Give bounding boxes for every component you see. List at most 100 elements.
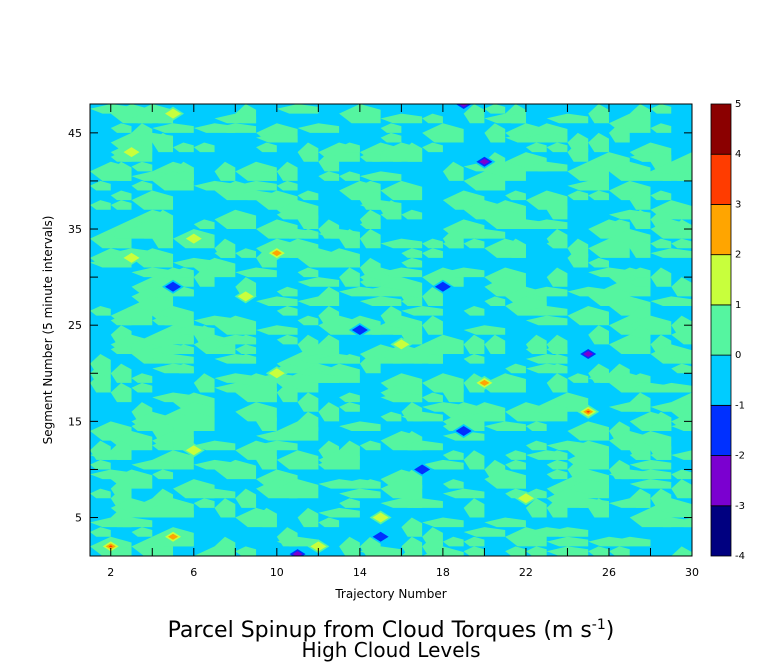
contour-patch xyxy=(214,209,257,230)
contour-patch xyxy=(505,459,526,470)
contour-patch xyxy=(588,238,630,258)
contour-patch xyxy=(546,142,568,153)
contour-patch xyxy=(256,440,298,451)
contour-patch xyxy=(339,171,360,181)
contour-patch xyxy=(525,305,568,316)
contour-patch xyxy=(608,219,630,230)
contour-patch xyxy=(422,142,443,153)
contour-patch xyxy=(546,498,568,518)
contour-patch xyxy=(318,507,360,518)
contour-patch xyxy=(588,104,609,124)
contour-patch xyxy=(131,161,153,172)
contour-patch xyxy=(318,517,340,528)
contour-feature xyxy=(577,404,600,419)
contour-patch xyxy=(629,267,651,278)
contour-patch xyxy=(380,209,402,220)
contour-patch xyxy=(152,229,174,249)
contour-patch xyxy=(297,190,319,201)
contour-patch xyxy=(276,382,298,403)
contour-level-shape xyxy=(168,533,179,540)
contour-patch xyxy=(90,200,111,210)
contour-patch xyxy=(463,498,485,518)
contour-patch xyxy=(671,277,692,297)
contour-patch xyxy=(359,152,381,162)
contour-patch xyxy=(525,421,547,431)
contour-patch xyxy=(90,305,111,316)
contour-patch xyxy=(567,421,609,441)
contour-patch xyxy=(401,411,443,422)
contour-patch xyxy=(671,546,692,556)
contour-patch xyxy=(422,459,464,470)
contour-patch xyxy=(359,479,381,489)
contour-feature xyxy=(162,106,185,121)
contour-patch xyxy=(650,190,672,201)
contour-patch xyxy=(380,392,423,403)
contour-patch xyxy=(131,113,153,124)
contour-patch xyxy=(650,123,672,133)
contour-feature xyxy=(369,529,392,544)
contour-patch xyxy=(256,325,298,335)
colorbar-label: 3 xyxy=(735,199,741,210)
contour-patch xyxy=(173,142,194,153)
contour-patch xyxy=(297,209,319,230)
contour-patch xyxy=(671,209,692,220)
contour-patch xyxy=(525,344,547,355)
chart-title-exponent: -1 xyxy=(592,617,606,633)
contour-feature xyxy=(265,246,288,261)
contour-patch xyxy=(276,209,298,220)
x-tick-label: 18 xyxy=(436,566,450,579)
contour-patch xyxy=(235,267,277,278)
contour-patch xyxy=(193,488,236,499)
x-tick-label: 22 xyxy=(519,566,533,579)
contour-patch xyxy=(463,527,506,537)
contour-patch xyxy=(297,392,319,412)
contour-feature xyxy=(120,145,143,160)
contour-patch xyxy=(193,498,215,508)
contour-patch xyxy=(193,440,236,451)
contour-patch xyxy=(339,402,360,412)
contour-feature xyxy=(431,279,454,294)
contour-patch xyxy=(214,546,236,556)
contour-patch xyxy=(131,527,153,537)
contour-patch xyxy=(297,459,319,470)
contour-level-shape xyxy=(434,281,451,292)
contour-patch xyxy=(193,267,215,287)
contour-patch xyxy=(276,180,298,191)
contour-feature xyxy=(473,375,496,390)
contour-patch xyxy=(276,334,298,345)
contour-patch xyxy=(380,113,423,124)
contour-features xyxy=(99,104,600,556)
contour-patch xyxy=(588,132,609,153)
contour-feature xyxy=(390,337,413,352)
contour-patch xyxy=(297,373,340,383)
contour-level-shape xyxy=(268,368,285,379)
contour-patch xyxy=(608,123,630,143)
contour-patch xyxy=(546,354,568,364)
x-tick-label: 30 xyxy=(685,566,699,579)
contour-patch xyxy=(214,498,236,518)
contour-patch xyxy=(359,546,402,556)
contour-patch xyxy=(339,142,360,153)
contour-patch xyxy=(339,229,360,249)
contour-patch xyxy=(359,296,402,306)
contour-patch xyxy=(588,190,609,201)
contour-patch xyxy=(650,267,672,287)
colorbar-label: 2 xyxy=(735,250,741,261)
contour-patch xyxy=(401,296,423,306)
contour-patch xyxy=(463,325,506,335)
contour-feature xyxy=(452,104,475,111)
contour-level-shape xyxy=(393,339,410,350)
contour-patch xyxy=(546,536,589,547)
contour-patch xyxy=(256,430,298,441)
contour-patch xyxy=(546,450,568,460)
contour-patch xyxy=(484,334,506,355)
contour-patch xyxy=(235,334,257,345)
colorbar-swatch xyxy=(710,153,732,205)
contour-feature xyxy=(182,231,205,246)
contour-patch xyxy=(152,440,174,451)
contour-patch xyxy=(442,238,464,249)
contour-patch xyxy=(193,142,215,153)
contour-patch xyxy=(546,527,589,537)
contour-patch xyxy=(276,305,298,316)
contour-patch xyxy=(442,161,464,181)
